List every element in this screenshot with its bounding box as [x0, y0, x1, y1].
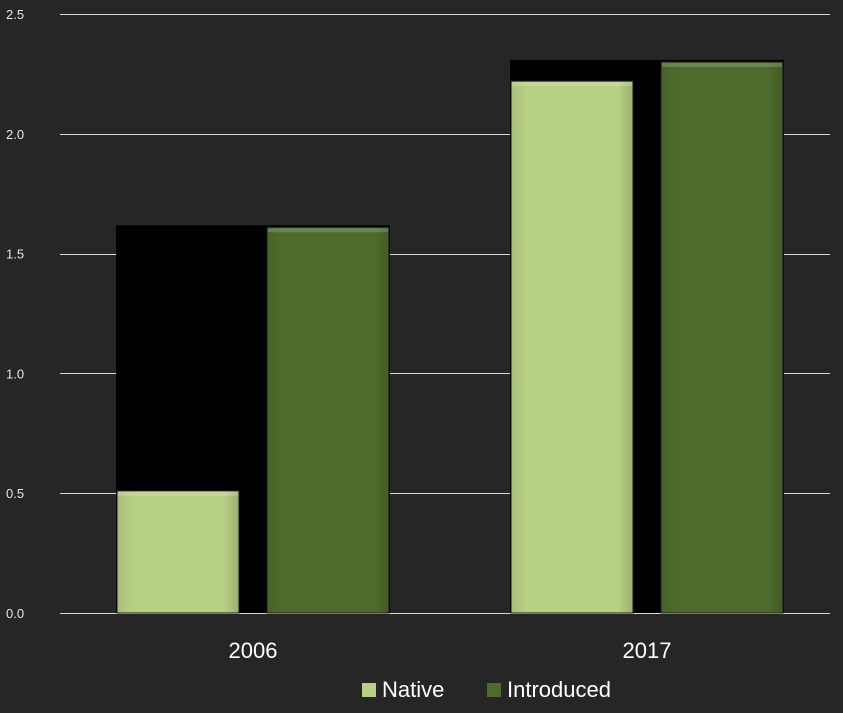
- x-category-label: 2017: [623, 638, 672, 663]
- legend-label-native: Native: [382, 677, 444, 702]
- bar-native-2006: [116, 490, 240, 614]
- y-tick-label: 0.5: [6, 486, 24, 501]
- y-tick-label: 2.5: [6, 7, 24, 22]
- bar-highlight: [512, 82, 632, 87]
- bar-introduced-2006: [266, 226, 390, 614]
- legend: Native Introduced: [362, 677, 611, 702]
- x-axis-category-labels: 2006 2017: [229, 638, 672, 663]
- y-axis-tick-labels: 0.0 0.5 1.0 1.5 2.0 2.5: [6, 7, 24, 621]
- legend-label-introduced: Introduced: [507, 677, 611, 702]
- legend-swatch-native: [362, 683, 376, 697]
- y-tick-label: 2.0: [6, 127, 24, 142]
- bars: [116, 61, 784, 614]
- y-tick-label: 0.0: [6, 606, 24, 621]
- bar-introduced-2017: [660, 61, 784, 614]
- y-tick-label: 1.0: [6, 366, 24, 381]
- bar-native-2017: [510, 80, 634, 614]
- bar-highlight: [118, 491, 238, 496]
- bar-highlight: [268, 228, 388, 233]
- y-tick-label: 1.5: [6, 247, 24, 262]
- legend-swatch-introduced: [487, 683, 501, 697]
- x-category-label: 2006: [229, 638, 278, 663]
- bar-highlight: [662, 62, 782, 67]
